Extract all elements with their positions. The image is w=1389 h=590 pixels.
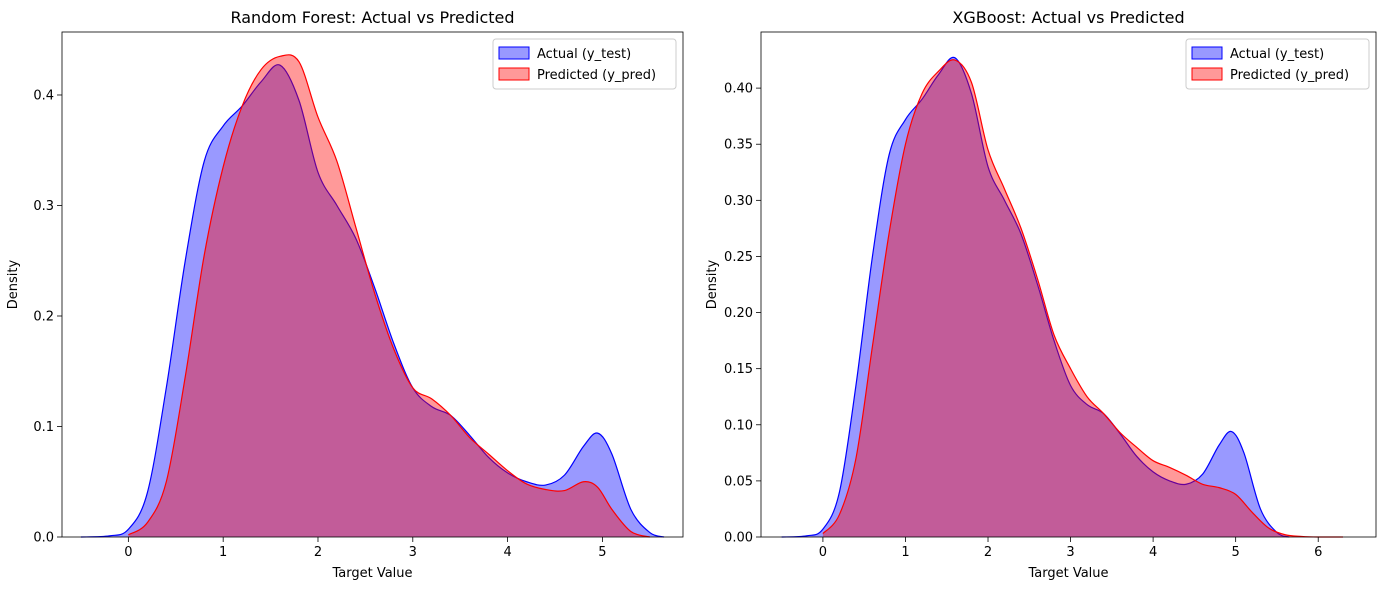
legend-swatch-actual (498, 46, 530, 60)
axes-frame (760, 31, 1377, 538)
legend: Actual (y_test) Predicted (y_pred) (492, 38, 677, 90)
x-tick-label: 6 (1314, 545, 1322, 560)
x-tick-label: 4 (503, 545, 511, 560)
legend-label-predicted: Predicted (y_pred) (537, 68, 656, 83)
y-tick-label: 0.3 (33, 199, 54, 214)
y-tick-label: 0.0 (33, 531, 54, 546)
legend: Actual (y_test) Predicted (y_pred) (1185, 38, 1370, 90)
x-tick-label: 5 (598, 545, 606, 560)
y-tick-label: 0.40 (724, 82, 753, 97)
density-line-actual (80, 64, 665, 538)
density-area-actual (781, 57, 1290, 537)
x-tick-label: 1 (901, 545, 909, 560)
density-line-predicted (822, 59, 1343, 538)
legend-swatch-predicted (498, 67, 530, 81)
legend-label-predicted: Predicted (y_pred) (1230, 68, 1349, 83)
x-tick-label: 2 (314, 545, 322, 560)
x-tick-label: 4 (1149, 545, 1157, 560)
legend-box (492, 38, 677, 90)
x-axis-label: Target Value (1027, 566, 1108, 581)
x-tick-label: 2 (984, 545, 992, 560)
density-area-predicted (822, 59, 1343, 538)
y-tick-label: 0.15 (724, 362, 753, 377)
y-tick-label: 0.1 (33, 420, 54, 435)
x-tick-label: 0 (124, 545, 132, 560)
density-line-actual (781, 56, 1290, 538)
density-area-predicted (128, 54, 650, 538)
legend-box (1185, 38, 1370, 90)
x-tick-label: 0 (819, 545, 827, 560)
y-axis-label: Density (705, 259, 720, 309)
y-tick-label: 0.4 (33, 88, 54, 103)
x-tick-label: 1 (219, 545, 227, 560)
chart-title: XGBoost: Actual vs Predicted (952, 8, 1184, 27)
legend-label-actual: Actual (y_test) (537, 47, 631, 62)
x-axis-label: Target Value (331, 566, 412, 581)
axes-frame (61, 31, 684, 538)
legend-swatch-actual (1191, 46, 1223, 60)
x-tick-label: 5 (1232, 545, 1240, 560)
chart-title: Random Forest: Actual vs Predicted (230, 8, 514, 27)
y-tick-label: 0.35 (724, 138, 753, 153)
legend-label-actual: Actual (y_test) (1230, 47, 1324, 62)
y-tick-label: 0.05 (724, 474, 753, 489)
y-tick-label: 0.2 (33, 309, 54, 324)
y-tick-label: 0.30 (724, 194, 753, 209)
y-tick-label: 0.10 (724, 418, 753, 433)
y-tick-label: 0.00 (724, 531, 753, 546)
y-tick-label: 0.20 (724, 306, 753, 321)
x-tick-label: 3 (1066, 545, 1074, 560)
x-tick-label: 3 (409, 545, 417, 560)
legend-swatch-predicted (1191, 67, 1223, 81)
y-axis-label: Density (6, 259, 21, 309)
density-line-predicted (128, 54, 650, 538)
y-tick-label: 0.25 (724, 250, 753, 265)
density-area-actual (80, 64, 665, 538)
random-forest-panel: 0 1 2 3 4 5 0.0 0.1 0.2 0.3 0.4 Random Forest: Ac… (6, 8, 684, 581)
xgboost-panel: 0 1 2 3 4 5 6 0.00 0.05 0.10 0.15 0.20 0.25 0.30 0.35… (705, 8, 1377, 581)
